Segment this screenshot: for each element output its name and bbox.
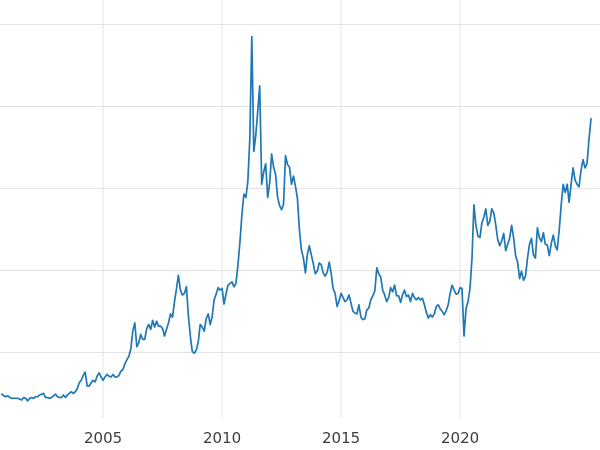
x-tick-label: 2005 [84, 429, 122, 447]
x-tick-label: 2010 [203, 429, 241, 447]
x-tick-label: 2020 [441, 429, 479, 447]
price-series [1, 35, 592, 402]
grid-lines [0, 0, 600, 418]
x-axis-tick-labels: 2005 2010 2015 2020 [84, 429, 479, 447]
x-tick-label: 2015 [322, 429, 360, 447]
price-line [1, 35, 592, 402]
